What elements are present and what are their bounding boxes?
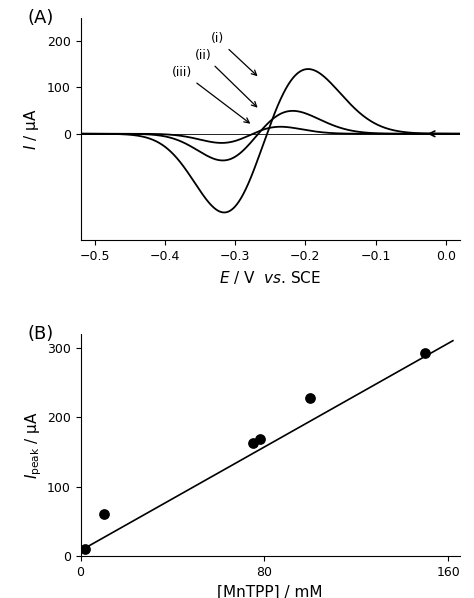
Point [307, 393, 314, 402]
Point [421, 347, 429, 357]
Point [82, 544, 89, 554]
Y-axis label: $I_\mathrm{peak}$ / μA: $I_\mathrm{peak}$ / μA [24, 411, 44, 479]
Point [100, 509, 107, 519]
Text: (iii): (iii) [172, 66, 249, 123]
Point [249, 438, 257, 448]
Text: (B): (B) [27, 325, 54, 343]
Y-axis label: $I$ / μA: $I$ / μA [22, 108, 41, 150]
Text: (A): (A) [27, 9, 54, 27]
Point [256, 435, 264, 444]
X-axis label: $E$ / V  $vs$. SCE: $E$ / V $vs$. SCE [219, 269, 321, 286]
X-axis label: [MnTPP] / mM: [MnTPP] / mM [218, 584, 323, 598]
Text: (i): (i) [211, 32, 256, 75]
Text: (ii): (ii) [195, 48, 256, 107]
